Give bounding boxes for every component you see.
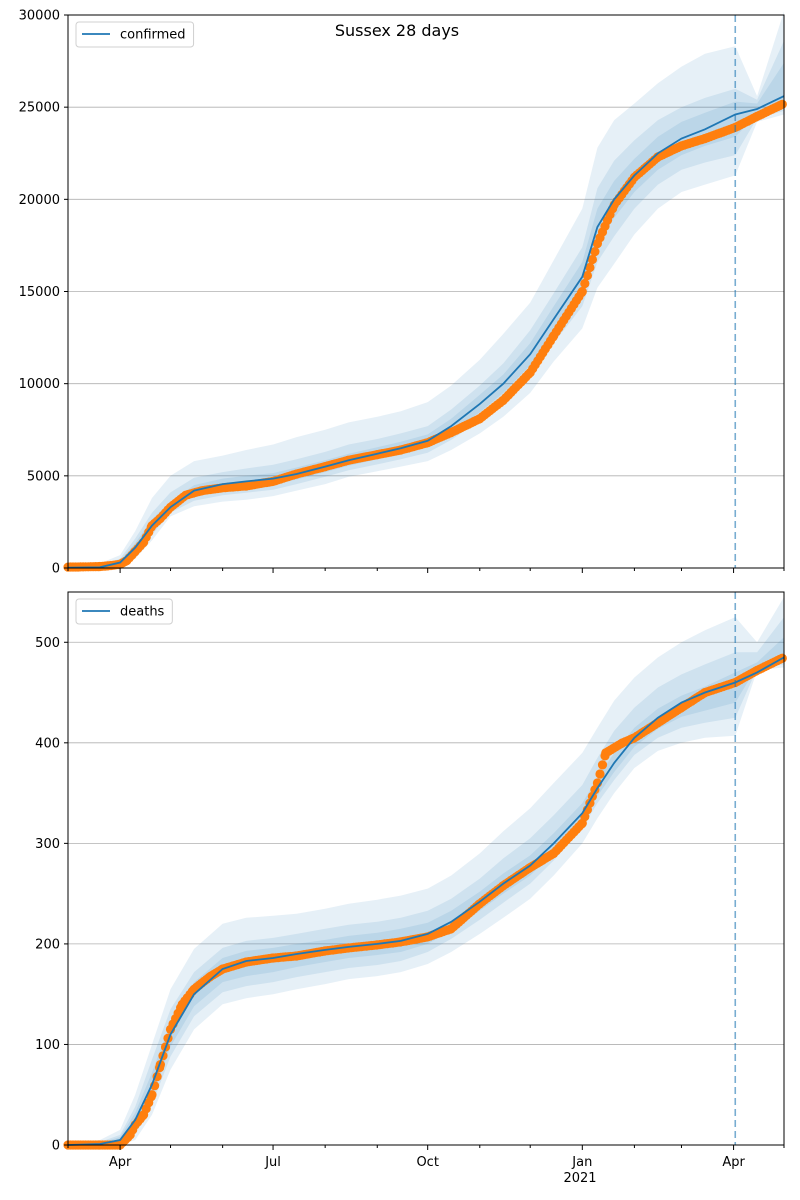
x-tick-label: Apr xyxy=(722,1155,745,1170)
uncertainty-band xyxy=(68,597,784,1145)
y-tick-label: 25000 xyxy=(19,101,60,116)
deaths-legend-box xyxy=(75,598,173,625)
observed-point xyxy=(590,247,600,257)
deaths-panel: 0 100 200 300 400 500 Apr Jul Oct Jan Apr deaths xyxy=(35,591,787,1170)
deaths-axes-frame xyxy=(67,591,785,1146)
observed-point xyxy=(585,262,595,273)
x-year-label: 2021 xyxy=(563,1171,596,1186)
confirmed-x-axis xyxy=(67,568,785,573)
deaths-legend-label: deaths xyxy=(120,605,165,620)
y-tick-label: 0 xyxy=(52,562,60,577)
confirmed-legend: confirmed xyxy=(75,21,195,48)
y-tick-label: 500 xyxy=(35,636,60,651)
y-tick-label: 10000 xyxy=(19,377,60,392)
observed-point xyxy=(597,760,608,770)
observed-point xyxy=(587,254,598,265)
deaths-y-axis: 0 100 200 300 400 500 xyxy=(35,636,68,1154)
y-tick-label: 300 xyxy=(35,837,60,852)
deaths-legend: deaths xyxy=(75,598,173,625)
x-tick-label: Apr xyxy=(109,1155,132,1170)
y-tick-label: 20000 xyxy=(19,193,60,208)
confirmed-y-axis: 0 5000 10000 15000 20000 25000 30000 xyxy=(19,9,68,577)
y-tick-label: 100 xyxy=(35,1038,60,1053)
confirmed-uncertainty-bands xyxy=(68,11,784,569)
x-tick-label: Oct xyxy=(416,1155,438,1170)
observed-point xyxy=(777,99,787,109)
observed-point xyxy=(147,1090,157,1100)
y-tick-label: 15000 xyxy=(19,285,60,300)
uncertainty-band xyxy=(68,11,784,569)
deaths-x-axis: Apr Jul Oct Jan Apr xyxy=(67,1145,785,1170)
observed-point xyxy=(577,286,587,297)
figure-title: Sussex 28 days xyxy=(335,21,459,40)
y-tick-label: 30000 xyxy=(19,9,60,24)
confirmed-legend-label: confirmed xyxy=(120,28,186,43)
confirmed-panel: 0 5000 10000 15000 20000 25000 30000 confirmed xyxy=(19,9,787,577)
deaths-uncertainty-bands xyxy=(68,597,784,1145)
uncertainty-band xyxy=(68,617,784,1145)
observed-point xyxy=(582,270,593,281)
x-tick-label: Jan xyxy=(571,1155,592,1170)
confirmed-model-line xyxy=(67,95,785,569)
observed-point xyxy=(595,769,605,779)
y-tick-label: 400 xyxy=(35,736,60,751)
y-tick-label: 0 xyxy=(52,1139,60,1154)
y-tick-label: 5000 xyxy=(27,469,60,484)
y-tick-label: 200 xyxy=(35,937,60,952)
observed-point xyxy=(580,278,590,289)
x-tick-label: Jul xyxy=(264,1155,281,1170)
confirmed-legend-box xyxy=(75,21,195,48)
uncertainty-band xyxy=(68,62,784,568)
deaths-model-line xyxy=(67,656,785,1146)
